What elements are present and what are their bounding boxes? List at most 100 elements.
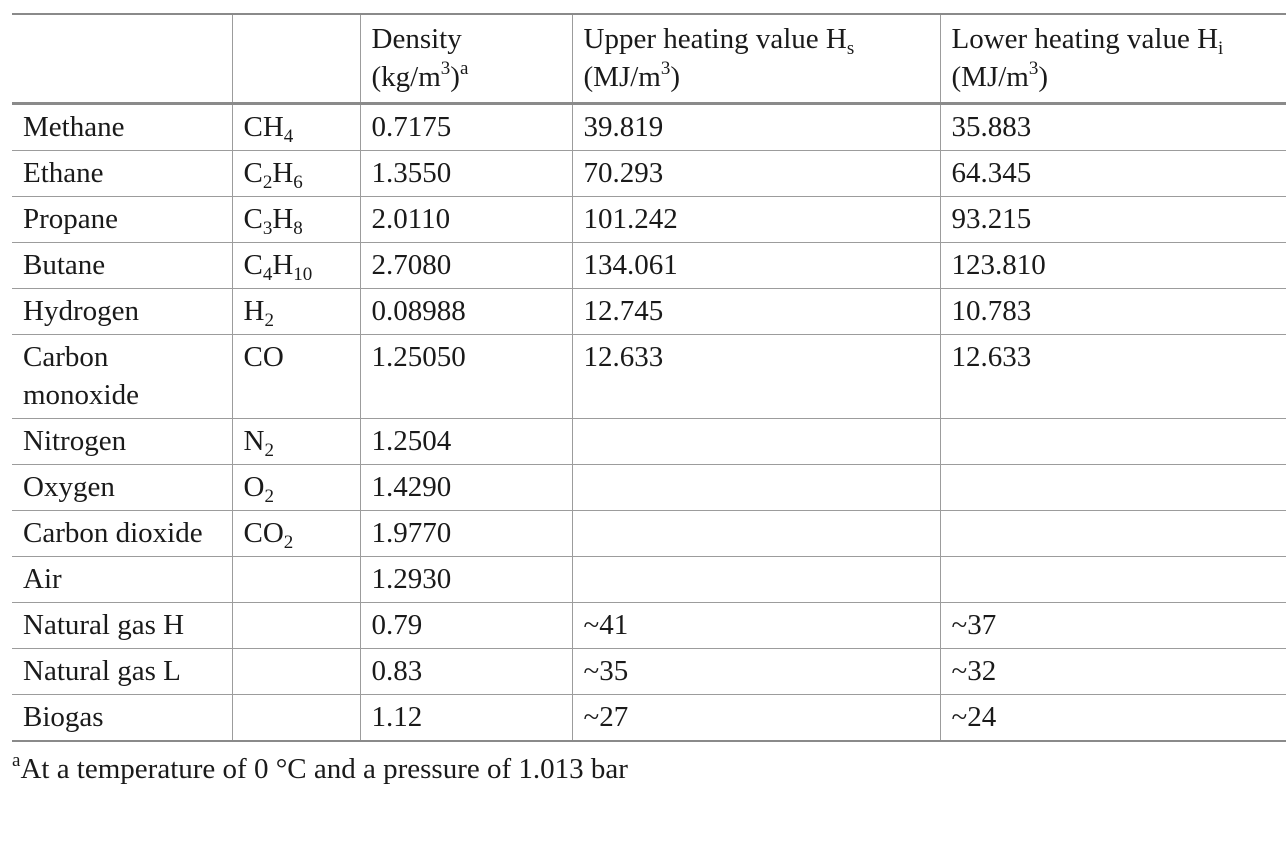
cell-formula: H2 bbox=[231, 288, 360, 335]
cell-formula: C3H8 bbox=[231, 196, 360, 243]
cell-formula: CO bbox=[231, 334, 360, 419]
header-density: Density (kg/m3)a bbox=[359, 13, 572, 105]
cell-gas-name: Natural gas H bbox=[12, 602, 232, 649]
formula-element: H bbox=[272, 249, 294, 281]
cell-upper: 134.061 bbox=[571, 242, 940, 289]
header-upper-label: Upper heating value H bbox=[583, 23, 847, 55]
formula-element: H bbox=[272, 203, 294, 235]
formula-subscript: 8 bbox=[293, 218, 303, 239]
cell-density: 1.2930 bbox=[359, 556, 572, 603]
cell-density: 1.12 bbox=[359, 694, 572, 742]
formula-subscript: 2 bbox=[264, 310, 274, 331]
footnote-text: At a temperature of 0 °C and a pressure … bbox=[20, 753, 628, 785]
table-row: Hydrogen H2 0.08988 12.745 10.783 bbox=[12, 288, 1286, 335]
cell-lower: ~37 bbox=[939, 602, 1286, 649]
header-density-unit-exp: 3 bbox=[440, 58, 451, 79]
cell-gas-name: Carbon dioxide bbox=[12, 510, 232, 557]
cell-density: 0.7175 bbox=[359, 103, 572, 151]
table-row: Carbon dioxide CO2 1.9770 bbox=[12, 510, 1286, 557]
table-row: Biogas 1.12 ~27 ~24 bbox=[12, 694, 1286, 742]
cell-gas-name: Nitrogen bbox=[12, 418, 232, 465]
cell-lower: 12.633 bbox=[939, 334, 1286, 419]
cell-density: 1.2504 bbox=[359, 418, 572, 465]
cell-gas-name: Hydrogen bbox=[12, 288, 232, 335]
formula-subscript: 10 bbox=[293, 264, 313, 285]
gas-properties-table-container: Density (kg/m3)a Upper heating value Hs … bbox=[12, 13, 1286, 788]
formula-subscript: 6 bbox=[293, 172, 303, 193]
header-density-unit-post: ) bbox=[450, 61, 460, 93]
cell-formula bbox=[231, 556, 360, 603]
cell-upper: 101.242 bbox=[571, 196, 940, 243]
formula-element: C bbox=[243, 203, 263, 235]
gas-properties-table: Density (kg/m3)a Upper heating value Hs … bbox=[12, 13, 1286, 742]
cell-gas-name: Ethane bbox=[12, 150, 232, 197]
header-upper-sub: s bbox=[846, 38, 855, 59]
cell-density: 0.08988 bbox=[359, 288, 572, 335]
header-lower-label: Lower heating value H bbox=[951, 23, 1219, 55]
cell-formula: CO2 bbox=[231, 510, 360, 557]
cell-lower: 64.345 bbox=[939, 150, 1286, 197]
cell-upper: ~35 bbox=[571, 648, 940, 695]
cell-formula bbox=[231, 648, 360, 695]
cell-formula: C2H6 bbox=[231, 150, 360, 197]
header-lower-sub: i bbox=[1218, 38, 1224, 59]
cell-gas-name: Air bbox=[12, 556, 232, 603]
cell-upper bbox=[571, 418, 940, 465]
header-lower-unit-pre: (MJ/m bbox=[951, 61, 1029, 93]
cell-gas-name: Carbon monoxide bbox=[12, 334, 232, 419]
cell-lower bbox=[939, 418, 1286, 465]
cell-upper: 39.819 bbox=[571, 103, 940, 151]
table-body: Methane CH4 0.7175 39.819 35.883 Ethane C2H6 1.… bbox=[12, 103, 1286, 742]
cell-lower: 10.783 bbox=[939, 288, 1286, 335]
cell-upper bbox=[571, 556, 940, 603]
header-formula bbox=[231, 13, 360, 105]
cell-density: 1.3550 bbox=[359, 150, 572, 197]
header-density-label: Density bbox=[371, 23, 462, 55]
cell-lower: 93.215 bbox=[939, 196, 1286, 243]
cell-gas-name: Propane bbox=[12, 196, 232, 243]
table-header: Density (kg/m3)a Upper heating value Hs … bbox=[12, 13, 1286, 105]
cell-density: 2.7080 bbox=[359, 242, 572, 289]
cell-lower bbox=[939, 556, 1286, 603]
cell-gas-name: Butane bbox=[12, 242, 232, 289]
cell-formula: O2 bbox=[231, 464, 360, 511]
header-row: Density (kg/m3)a Upper heating value Hs … bbox=[12, 13, 1286, 105]
cell-lower: 35.883 bbox=[939, 103, 1286, 151]
cell-lower bbox=[939, 464, 1286, 511]
formula-element: CO bbox=[243, 517, 284, 549]
formula-element: C bbox=[243, 157, 263, 189]
cell-lower: ~32 bbox=[939, 648, 1286, 695]
table-row: Methane CH4 0.7175 39.819 35.883 bbox=[12, 103, 1286, 151]
table-row: Natural gas H 0.79 ~41 ~37 bbox=[12, 602, 1286, 649]
header-lower-unit-exp: 3 bbox=[1028, 58, 1039, 79]
cell-formula: C4H10 bbox=[231, 242, 360, 289]
header-lower-heating-value: Lower heating value Hi (MJ/m3) bbox=[939, 13, 1286, 105]
table-row: Butane C4H10 2.7080 134.061 123.810 bbox=[12, 242, 1286, 289]
cell-upper bbox=[571, 510, 940, 557]
cell-upper: 12.633 bbox=[571, 334, 940, 419]
table-row: Carbon monoxide CO 1.25050 12.633 12.633 bbox=[12, 334, 1286, 419]
cell-upper bbox=[571, 464, 940, 511]
cell-density: 1.4290 bbox=[359, 464, 572, 511]
formula-subscript: 3 bbox=[262, 218, 273, 239]
cell-formula: N2 bbox=[231, 418, 360, 465]
formula-element: O bbox=[243, 471, 265, 503]
cell-gas-name: Oxygen bbox=[12, 464, 232, 511]
header-upper-unit-exp: 3 bbox=[660, 58, 671, 79]
formula-element: H bbox=[243, 295, 265, 327]
header-density-footnote-mark: a bbox=[459, 58, 469, 79]
header-upper-unit-post: ) bbox=[670, 61, 681, 93]
header-lower-unit-post: ) bbox=[1038, 61, 1049, 93]
cell-density: 0.83 bbox=[359, 648, 572, 695]
cell-gas-name: Natural gas L bbox=[12, 648, 232, 695]
table-row: Natural gas L 0.83 ~35 ~32 bbox=[12, 648, 1286, 695]
cell-formula: CH4 bbox=[231, 103, 360, 151]
formula-element: H bbox=[272, 157, 294, 189]
footnote-mark: a bbox=[12, 750, 21, 771]
table-row: Oxygen O2 1.4290 bbox=[12, 464, 1286, 511]
table-row: Ethane C2H6 1.3550 70.293 64.345 bbox=[12, 150, 1286, 197]
formula-element: CH bbox=[243, 111, 284, 143]
cell-upper: ~41 bbox=[571, 602, 940, 649]
cell-upper: ~27 bbox=[571, 694, 940, 742]
cell-density: 1.25050 bbox=[359, 334, 572, 419]
